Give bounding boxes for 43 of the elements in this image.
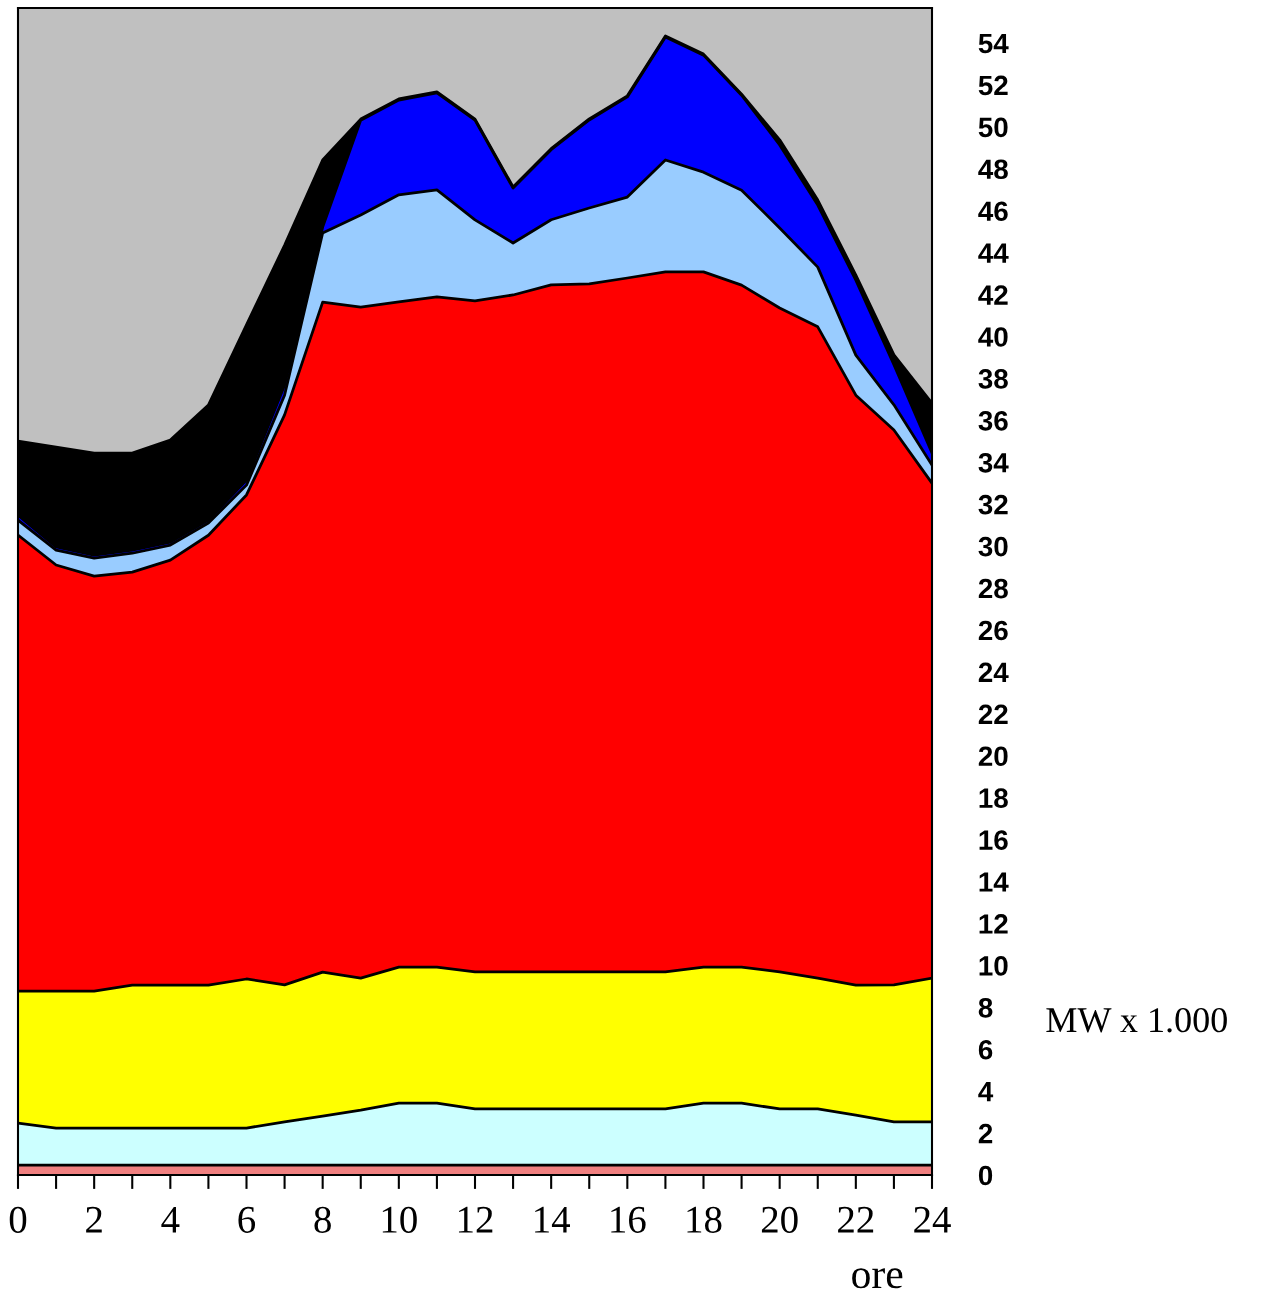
- y-axis-title: MW x 1.000: [1046, 1007, 1227, 1033]
- y-tick-label: 40: [978, 327, 1008, 347]
- y-tick-label: 8: [978, 997, 993, 1018]
- y-tick-label: 30: [978, 536, 1008, 557]
- y-tick-label: 28: [978, 578, 1008, 599]
- y-tick-label: 36: [978, 411, 1008, 431]
- x-tick-label: 20: [761, 1206, 798, 1233]
- x-tick-label: 12: [458, 1206, 493, 1233]
- y-tick-label: 26: [978, 620, 1008, 641]
- y-tick-label: 44: [978, 243, 1009, 263]
- y-tick-label: 52: [978, 75, 1008, 96]
- y-tick-label: 50: [978, 117, 1008, 138]
- x-tick-label: 18: [687, 1206, 722, 1233]
- y-tick-label: 10: [979, 956, 1008, 976]
- y-tick-label: 6: [978, 1039, 993, 1060]
- x-tick-label: 14: [535, 1206, 570, 1233]
- y-tick-label: 2: [978, 1123, 993, 1144]
- x-tick-label: 8: [314, 1206, 331, 1233]
- x-tick-label: 6: [238, 1206, 256, 1233]
- y-tick-label: 22: [978, 704, 1008, 724]
- y-tick-label: 46: [978, 201, 1008, 222]
- x-tick-label: 22: [838, 1206, 874, 1233]
- y-tick-label: 16: [979, 830, 1008, 850]
- x-tick-label: 10: [382, 1206, 417, 1233]
- x-tick-label: 2: [86, 1206, 102, 1233]
- x-tick-label: 16: [611, 1206, 646, 1233]
- y-tick-label: 42: [978, 285, 1008, 305]
- y-tick-label: 14: [979, 872, 1009, 892]
- y-tick-label: 12: [979, 914, 1008, 934]
- x-tick-label: 0: [9, 1206, 27, 1233]
- y-tick-label: 54: [978, 33, 1009, 54]
- x-tick-label: 4: [161, 1206, 180, 1233]
- y-tick-label: 24: [978, 662, 1009, 682]
- y-tick-label: 4: [978, 1082, 994, 1102]
- y-tick-label: 34: [978, 452, 1009, 473]
- y-tick-label: 0: [978, 1165, 993, 1186]
- y-tick-label: 48: [978, 159, 1008, 180]
- x-tick-label: 24: [914, 1206, 951, 1233]
- y-tick-label: 20: [978, 746, 1008, 767]
- y-tick-label: 38: [978, 369, 1008, 389]
- y-tick-label: 18: [979, 788, 1008, 809]
- x-axis-title: ore: [852, 1268, 903, 1289]
- y-tick-label: 32: [978, 494, 1008, 515]
